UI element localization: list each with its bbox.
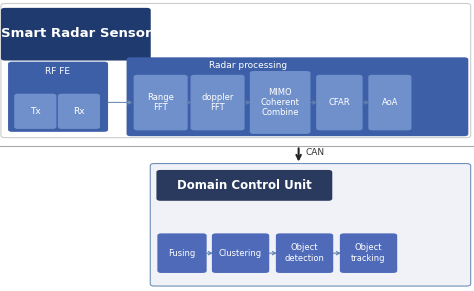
Text: CAN: CAN — [306, 148, 325, 157]
FancyBboxPatch shape — [58, 94, 100, 129]
FancyBboxPatch shape — [368, 75, 411, 130]
Text: Rx: Rx — [73, 107, 84, 116]
FancyBboxPatch shape — [134, 75, 188, 130]
Text: RF FE: RF FE — [46, 67, 70, 76]
Text: Range
FFT: Range FFT — [147, 93, 174, 112]
Text: doppler
FFT: doppler FFT — [201, 93, 234, 112]
FancyBboxPatch shape — [250, 71, 310, 134]
FancyBboxPatch shape — [157, 233, 207, 273]
Text: MIMO
Coherent
Combine: MIMO Coherent Combine — [261, 88, 300, 117]
FancyBboxPatch shape — [340, 233, 397, 273]
FancyBboxPatch shape — [127, 57, 468, 136]
Text: Tx: Tx — [30, 107, 40, 116]
FancyBboxPatch shape — [276, 233, 333, 273]
FancyBboxPatch shape — [1, 8, 151, 61]
FancyBboxPatch shape — [8, 62, 108, 132]
Text: Domain Control Unit: Domain Control Unit — [177, 179, 312, 192]
Text: Smart Radar Sensor: Smart Radar Sensor — [0, 27, 151, 40]
FancyBboxPatch shape — [191, 75, 245, 130]
FancyBboxPatch shape — [316, 75, 363, 130]
FancyBboxPatch shape — [1, 3, 471, 138]
FancyBboxPatch shape — [150, 164, 471, 286]
FancyBboxPatch shape — [212, 233, 269, 273]
Text: Radar processing: Radar processing — [209, 61, 287, 70]
FancyBboxPatch shape — [156, 170, 332, 201]
FancyBboxPatch shape — [14, 94, 56, 129]
Text: CFAR: CFAR — [328, 98, 350, 107]
Text: Fusing: Fusing — [168, 249, 196, 258]
Text: Object
detection: Object detection — [284, 244, 325, 263]
Text: Clustering: Clustering — [219, 249, 262, 258]
Text: AoA: AoA — [382, 98, 398, 107]
Text: Object
tracking: Object tracking — [351, 244, 386, 263]
